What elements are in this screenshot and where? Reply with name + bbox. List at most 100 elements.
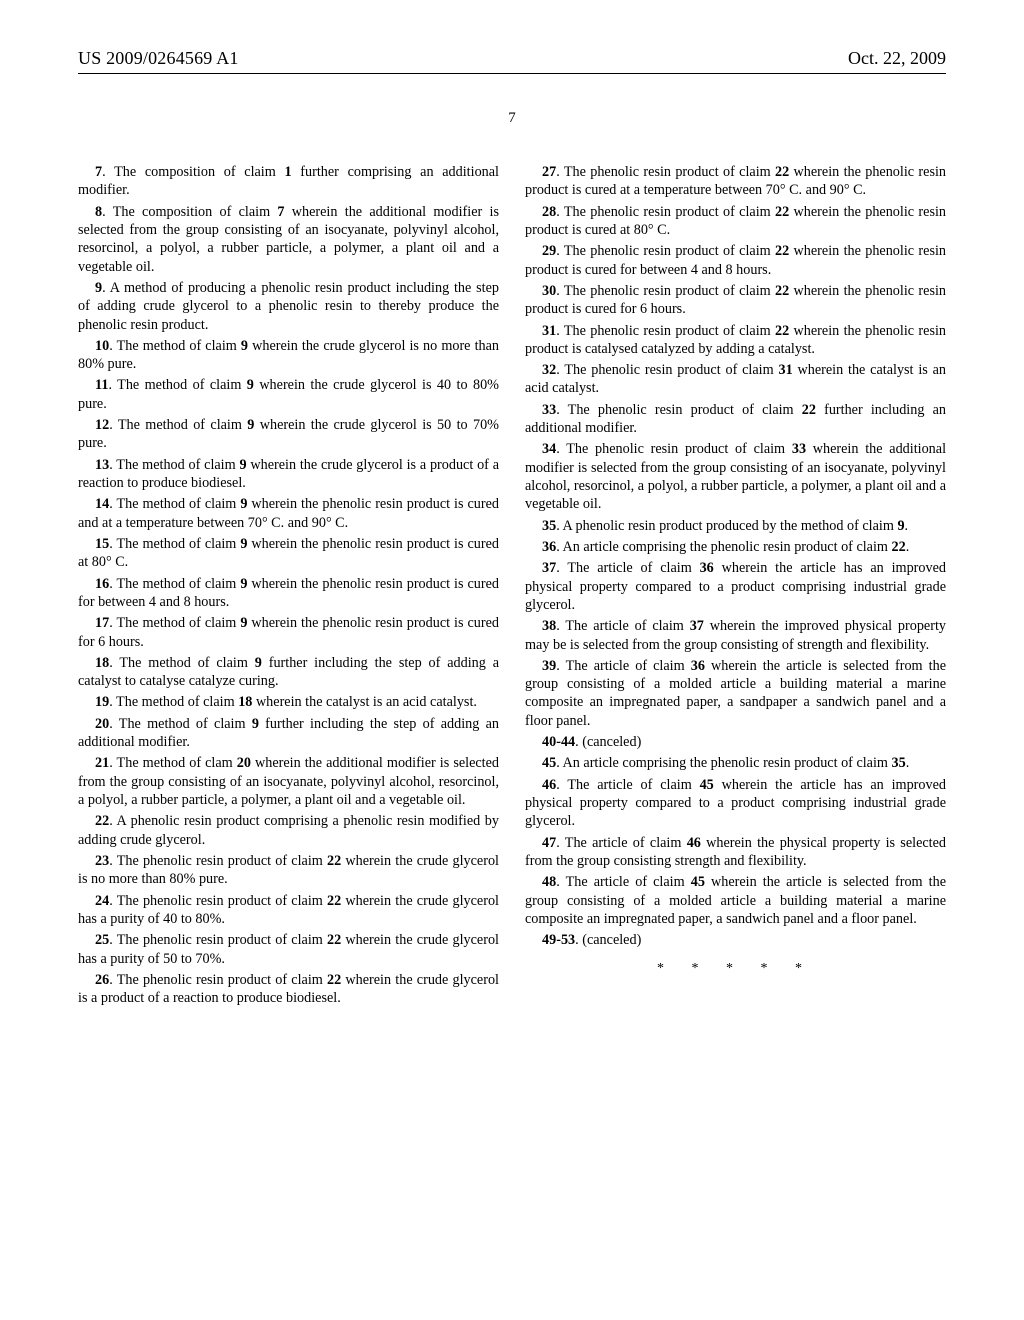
claim: 38. The article of claim 37 wherein the …	[525, 617, 946, 654]
claim-reference: 45	[700, 777, 714, 793]
claim-number: 48	[542, 874, 556, 890]
claim-number: 24	[95, 893, 109, 909]
claim-number: 15	[95, 536, 109, 552]
claim: 21. The method of clam 20 wherein the ad…	[78, 754, 499, 809]
claim-reference: 22	[802, 402, 816, 418]
claim: 37. The article of claim 36 wherein the …	[525, 559, 946, 614]
claim-number: 30	[542, 283, 556, 299]
claim-reference: 22	[775, 243, 789, 259]
claim-body: . The phenolic resin product of claim	[556, 323, 775, 339]
claim-number: 11	[95, 377, 108, 393]
claim-number: 19	[95, 694, 109, 710]
claim: 13. The method of claim 9 wherein the cr…	[78, 456, 499, 493]
claim-body: . The phenolic resin product of claim	[556, 402, 802, 418]
claim: 24. The phenolic resin product of claim …	[78, 892, 499, 929]
claim-body-after: .	[906, 539, 910, 555]
claim-number: 33	[542, 402, 556, 418]
claim: 26. The phenolic resin product of claim …	[78, 971, 499, 1008]
claim-reference: 22	[327, 893, 341, 909]
claim-body: . The phenolic resin product of claim	[109, 853, 327, 869]
claim-reference: 9	[241, 338, 248, 354]
claim-body: . The composition of claim	[102, 164, 284, 180]
claim-reference: 36	[691, 658, 705, 674]
claim: 14. The method of claim 9 wherein the ph…	[78, 495, 499, 532]
claim-reference: 35	[892, 755, 906, 771]
claim-reference: 20	[237, 755, 251, 771]
claim: 20. The method of claim 9 further includ…	[78, 715, 499, 752]
claim-reference: 22	[775, 164, 789, 180]
claim: 39. The article of claim 36 wherein the …	[525, 657, 946, 730]
claim: 35. A phenolic resin product produced by…	[525, 517, 946, 535]
claim-body: . The article of claim	[556, 560, 699, 576]
claim-body: . The method of claim	[109, 417, 247, 433]
claim-reference: 46	[687, 835, 701, 851]
claim-number: 47	[542, 835, 556, 851]
claim-reference: 22	[775, 283, 789, 299]
claim-number: 40-44	[542, 734, 575, 750]
claim-body: . The method of claim	[109, 694, 238, 710]
claim: 27. The phenolic resin product of claim …	[525, 163, 946, 200]
claim-number: 32	[542, 362, 556, 378]
claim-number: 22	[95, 813, 109, 829]
claim-body: . (canceled)	[575, 932, 641, 948]
claim: 40-44. (canceled)	[525, 733, 946, 751]
claim-reference: 33	[792, 441, 806, 457]
claim: 31. The phenolic resin product of claim …	[525, 322, 946, 359]
claim-body: . The phenolic resin product of claim	[109, 972, 327, 988]
claim-number: 12	[95, 417, 109, 433]
claim-reference: 22	[892, 539, 906, 555]
claim: 33. The phenolic resin product of claim …	[525, 401, 946, 438]
claim-number: 10	[95, 338, 109, 354]
claim-reference: 22	[775, 204, 789, 220]
page-header: US 2009/0264569 A1 Oct. 22, 2009	[78, 48, 946, 74]
claim-body: . The phenolic resin product of claim	[556, 441, 792, 457]
claim-reference: 22	[327, 972, 341, 988]
claim: 46. The article of claim 45 wherein the …	[525, 776, 946, 831]
claim-body: . A phenolic resin product comprising a …	[78, 813, 499, 847]
claim: 34. The phenolic resin product of claim …	[525, 440, 946, 513]
claim-number: 45	[542, 755, 556, 771]
claim-body: . A method of producing a phenolic resin…	[78, 280, 499, 333]
claim-body: . The article of claim	[556, 777, 699, 793]
claim-body: . The method of claim	[109, 615, 240, 631]
claim-reference: 22	[775, 323, 789, 339]
claim: 9. A method of producing a phenolic resi…	[78, 279, 499, 334]
claim-reference: 37	[690, 618, 704, 634]
claim-reference: 18	[238, 694, 252, 710]
claim: 18. The method of claim 9 further includ…	[78, 654, 499, 691]
claim: 29. The phenolic resin product of claim …	[525, 242, 946, 279]
claim-body: . The method of claim	[109, 576, 240, 592]
claim-body-after: .	[906, 755, 910, 771]
claim-body: . An article comprising the phenolic res…	[556, 755, 891, 771]
claim-body: . The article of claim	[556, 618, 689, 634]
claim-reference: 36	[700, 560, 714, 576]
claim-number: 18	[95, 655, 109, 671]
claim-number: 39	[542, 658, 556, 674]
claim-number: 29	[542, 243, 556, 259]
claim-reference: 22	[327, 853, 341, 869]
claim: 10. The method of claim 9 wherein the cr…	[78, 337, 499, 374]
claim: 45. An article comprising the phenolic r…	[525, 754, 946, 772]
claim-reference: 22	[327, 932, 341, 948]
claim-number: 35	[542, 518, 556, 534]
claim-body: . The method of claim	[109, 655, 255, 671]
claim-reference: 9	[897, 518, 904, 534]
claim: 28. The phenolic resin product of claim …	[525, 203, 946, 240]
claim-body: . The method of claim	[109, 338, 241, 354]
claim-body: . The method of claim	[109, 716, 252, 732]
claim: 23. The phenolic resin product of claim …	[78, 852, 499, 889]
claim-number: 37	[542, 560, 556, 576]
claim: 32. The phenolic resin product of claim …	[525, 361, 946, 398]
claim-body: . (canceled)	[575, 734, 641, 750]
claim-number: 13	[95, 457, 109, 473]
claim: 25. The phenolic resin product of claim …	[78, 931, 499, 968]
claim-body: . The phenolic resin product of claim	[556, 243, 775, 259]
patent-page: US 2009/0264569 A1 Oct. 22, 2009 7 7. Th…	[0, 0, 1024, 1320]
claim: 49-53. (canceled)	[525, 931, 946, 949]
claim-body: . The method of claim	[109, 536, 240, 552]
claim-body: . An article comprising the phenolic res…	[556, 539, 891, 555]
claim-number: 16	[95, 576, 109, 592]
claim: 8. The composition of claim 7 wherein th…	[78, 203, 499, 276]
claim-body: . The phenolic resin product of claim	[556, 283, 775, 299]
claim-reference: 9	[255, 655, 262, 671]
